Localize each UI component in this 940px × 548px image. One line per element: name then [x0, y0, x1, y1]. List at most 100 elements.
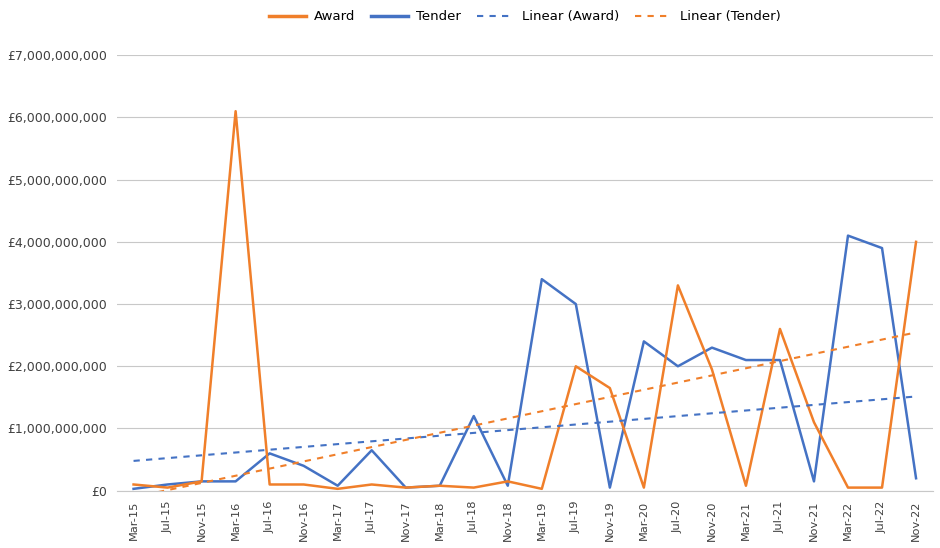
Linear (Award) — [571, 421, 582, 428]
Award — [502, 478, 513, 484]
Tender — [264, 450, 275, 456]
Linear (Tender) — [536, 408, 547, 414]
Linear (Award) — [196, 452, 207, 459]
Tender — [775, 357, 786, 363]
Linear (Award) — [128, 458, 139, 464]
Tender — [434, 482, 446, 489]
Linear (Tender) — [876, 336, 887, 343]
Award — [196, 478, 207, 484]
Linear (Award) — [842, 399, 854, 406]
Award — [128, 481, 139, 488]
Tender — [332, 482, 343, 489]
Award — [842, 484, 854, 491]
Linear (Tender) — [706, 372, 717, 379]
Award — [808, 419, 820, 426]
Award — [706, 366, 717, 373]
Tender — [196, 478, 207, 484]
Award — [571, 363, 582, 369]
Linear (Tender) — [162, 487, 173, 493]
Tender — [298, 463, 309, 469]
Tender — [502, 482, 513, 489]
Tender — [911, 475, 922, 482]
Award — [638, 484, 650, 491]
Linear (Award) — [502, 427, 513, 433]
Linear (Award) — [536, 424, 547, 431]
Tender — [876, 245, 887, 252]
Linear (Tender) — [434, 430, 446, 436]
Linear (Tender) — [400, 437, 412, 443]
Award — [741, 482, 752, 489]
Line: Tender: Tender — [133, 236, 916, 489]
Tender — [128, 486, 139, 492]
Linear (Award) — [638, 415, 650, 422]
Linear (Tender) — [230, 472, 242, 479]
Linear (Tender) — [264, 465, 275, 472]
Linear (Award) — [775, 404, 786, 411]
Linear (Award) — [230, 449, 242, 456]
Linear (Tender) — [332, 451, 343, 458]
Linear (Award) — [332, 441, 343, 447]
Tender — [162, 481, 173, 488]
Tender — [230, 478, 242, 484]
Linear (Tender) — [604, 393, 616, 400]
Linear (Tender) — [842, 344, 854, 350]
Linear (Award) — [706, 410, 717, 416]
Award — [264, 481, 275, 488]
Tender — [741, 357, 752, 363]
Award — [162, 484, 173, 491]
Linear (Tender) — [502, 415, 513, 422]
Tender — [366, 447, 377, 454]
Linear (Tender) — [775, 358, 786, 364]
Linear (Tender) — [571, 401, 582, 407]
Linear (Award) — [264, 447, 275, 453]
Tender — [706, 344, 717, 351]
Linear (Award) — [298, 444, 309, 450]
Linear (Award) — [366, 438, 377, 444]
Award — [468, 484, 479, 491]
Award — [298, 481, 309, 488]
Linear (Award) — [808, 402, 820, 408]
Legend: Award, Tender, Linear (Award), Linear (Tender): Award, Tender, Linear (Award), Linear (T… — [264, 5, 786, 28]
Tender — [400, 484, 412, 491]
Award — [332, 486, 343, 492]
Tender — [571, 301, 582, 307]
Tender — [808, 478, 820, 484]
Linear (Award) — [741, 407, 752, 414]
Award — [775, 326, 786, 332]
Tender — [468, 413, 479, 419]
Linear (Tender) — [366, 444, 377, 450]
Linear (Award) — [468, 430, 479, 436]
Award — [230, 108, 242, 115]
Award — [604, 385, 616, 391]
Linear (Tender) — [128, 494, 139, 500]
Linear (Tender) — [468, 423, 479, 429]
Tender — [638, 338, 650, 345]
Line: Linear (Tender): Linear (Tender) — [133, 333, 916, 497]
Linear (Tender) — [672, 379, 683, 386]
Tender — [672, 363, 683, 369]
Tender — [604, 484, 616, 491]
Award — [911, 238, 922, 245]
Award — [400, 484, 412, 491]
Tender — [842, 232, 854, 239]
Linear (Award) — [876, 396, 887, 403]
Linear (Award) — [672, 413, 683, 419]
Tender — [536, 276, 547, 282]
Award — [366, 481, 377, 488]
Award — [672, 282, 683, 289]
Linear (Tender) — [808, 351, 820, 357]
Line: Award: Award — [133, 111, 916, 489]
Linear (Tender) — [911, 329, 922, 336]
Line: Linear (Award): Linear (Award) — [133, 397, 916, 461]
Linear (Award) — [604, 419, 616, 425]
Linear (Award) — [400, 435, 412, 442]
Award — [876, 484, 887, 491]
Award — [434, 482, 446, 489]
Linear (Tender) — [298, 458, 309, 465]
Linear (Award) — [911, 393, 922, 400]
Linear (Award) — [162, 455, 173, 461]
Linear (Tender) — [741, 365, 752, 372]
Award — [536, 486, 547, 492]
Linear (Tender) — [638, 386, 650, 393]
Linear (Award) — [434, 432, 446, 439]
